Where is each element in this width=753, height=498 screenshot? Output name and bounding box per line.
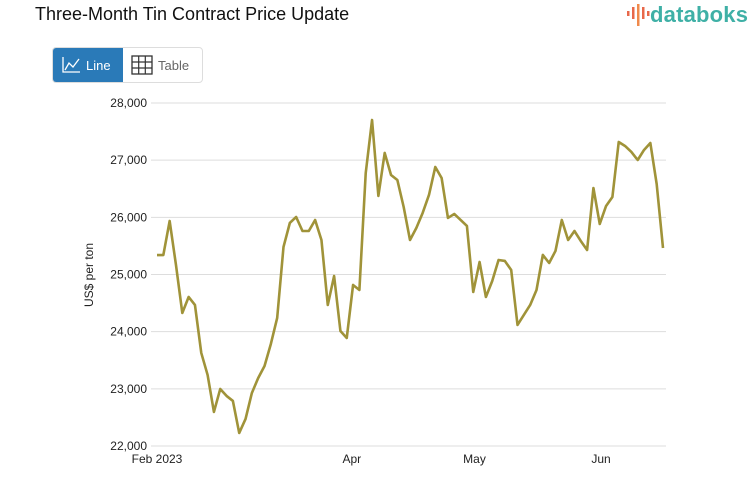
line-chart-icon [62, 57, 80, 73]
table-grid-icon [131, 55, 153, 75]
logo-bars-icon [627, 4, 650, 26]
x-tick-label: Feb 2023 [132, 452, 183, 466]
y-tick-label: 27,000 [110, 153, 147, 167]
databoks-logo: databoks [626, 2, 748, 28]
x-tick-label: Apr [342, 452, 361, 466]
price-series-line [157, 118, 665, 435]
view-toggle: Line Table [52, 47, 203, 83]
y-tick-label: 23,000 [110, 382, 147, 396]
x-tick-label: May [463, 452, 486, 466]
y-tick-label: 26,000 [110, 210, 147, 224]
logo-text: databoks [650, 2, 749, 27]
chart-title: Three-Month Tin Contract Price Update [35, 4, 350, 24]
y-axis-label: US$ per ton [82, 243, 96, 307]
y-tick-label: 25,000 [110, 268, 147, 282]
y-tick-label: 24,000 [110, 325, 147, 339]
table-label: Table [158, 57, 190, 73]
x-tick-label: Jun [591, 452, 610, 466]
line-label: Line [86, 57, 111, 73]
line-view-button[interactable]: Line [53, 48, 123, 82]
y-tick-label: 28,000 [110, 96, 147, 110]
y-tick-label: 22,000 [110, 439, 147, 453]
table-view-button[interactable]: Table [123, 48, 197, 82]
